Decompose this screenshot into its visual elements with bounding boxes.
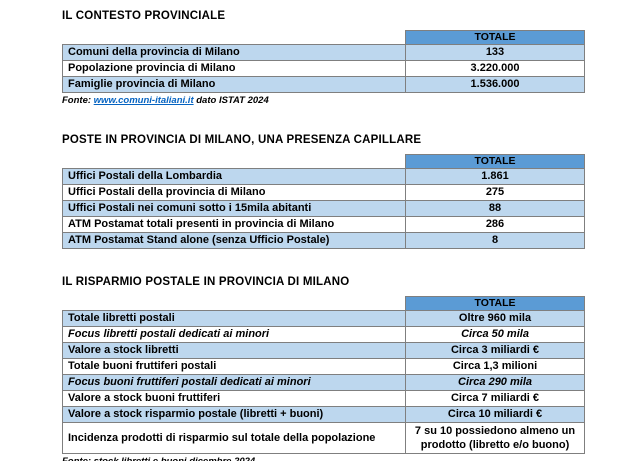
table-header-row: TOTALE (63, 154, 585, 169)
row-label-cell: Famiglie provincia di Milano (62, 76, 406, 93)
row-label-cell: Focus libretti postali dedicati ai minor… (62, 326, 406, 343)
row-label-cell: Valore a stock risparmio postale (libret… (62, 406, 406, 423)
data-table-poste: TOTALE Uffici Postali della Lombardia 1.… (62, 154, 585, 249)
table-row: Valore a stock risparmio postale (libret… (62, 406, 585, 423)
row-value-cell: 1.861 (405, 168, 585, 185)
row-value-cell: Circa 7 miliardi € (405, 390, 585, 407)
row-label-cell: Focus buoni fruttiferi postali dedicati … (62, 374, 406, 391)
table-row: Comuni della provincia di Milano 133 (62, 44, 585, 61)
table-header-row: TOTALE (63, 296, 585, 311)
header-spacer-cell (63, 297, 406, 311)
row-value-cell: 1.536.000 (405, 76, 585, 93)
row-value-cell: Circa 3 miliardi € (405, 342, 585, 359)
row-label-cell: Popolazione provincia di Milano (62, 60, 406, 77)
row-label-cell: Incidenza prodotti di risparmio sul tota… (62, 422, 406, 454)
row-label-cell: Valore a stock libretti (62, 342, 406, 359)
row-value-cell: 8 (405, 232, 585, 249)
table-row: Uffici Postali nei comuni sotto i 15mila… (62, 200, 585, 217)
section-contesto-provinciale: IL CONTESTO PROVINCIALE TOTALE Comuni de… (62, 10, 585, 107)
row-value-cell: Oltre 960 mila (405, 310, 585, 327)
section-title: IL CONTESTO PROVINCIALE (62, 10, 226, 22)
fonte-note: Fonte: stock libretti e buoni dicembre 2… (62, 456, 583, 461)
fonte-link[interactable]: www.comuni-italiani.it (93, 95, 194, 106)
table-row: Totale buoni fruttiferi postali Circa 1,… (62, 358, 585, 375)
table-row: Uffici Postali della provincia di Milano… (62, 184, 585, 201)
table-row: Totale libretti postali Oltre 960 mila (62, 310, 585, 327)
row-label-cell: Valore a stock buoni fruttiferi (62, 390, 406, 407)
row-value-cell: 88 (405, 200, 585, 217)
row-value-cell: Circa 1,3 milioni (405, 358, 585, 375)
row-value-cell: 133 (405, 44, 585, 61)
table-row: Valore a stock buoni fruttiferi Circa 7 … (62, 390, 585, 407)
data-table-risparmio: TOTALE Totale libretti postali Oltre 960… (62, 296, 585, 454)
row-label-cell: Totale buoni fruttiferi postali (62, 358, 406, 375)
row-label-cell: ATM Postamat Stand alone (senza Ufficio … (62, 232, 406, 249)
totale-header-cell: TOTALE (405, 154, 585, 169)
table-row: ATM Postamat Stand alone (senza Ufficio … (62, 232, 585, 249)
fonte-note: Fonte: www.comuni-italiani.it dato ISTAT… (62, 95, 583, 107)
section-poste-presenza-capillare: POSTE IN PROVINCIA DI MILANO, UNA PRESEN… (62, 134, 585, 249)
table-row: Uffici Postali della Lombardia 1.861 (62, 168, 585, 185)
table-row: Focus libretti postali dedicati ai minor… (62, 326, 585, 343)
row-label-cell: ATM Postamat totali presenti in provinci… (62, 216, 406, 233)
row-label-cell: Comuni della provincia di Milano (62, 44, 406, 61)
table-row: Popolazione provincia di Milano 3.220.00… (62, 60, 585, 77)
table-row: Valore a stock libretti Circa 3 miliardi… (62, 342, 585, 359)
row-value-cell: 286 (405, 216, 585, 233)
totale-header-cell: TOTALE (405, 296, 585, 311)
totale-header-cell: TOTALE (405, 30, 585, 45)
row-label-cell: Totale libretti postali (62, 310, 406, 327)
table-row: Incidenza prodotti di risparmio sul tota… (62, 422, 585, 454)
row-label-cell: Uffici Postali della provincia di Milano (62, 184, 406, 201)
section-title: IL RISPARMIO POSTALE IN PROVINCIA DI MIL… (62, 276, 350, 288)
header-spacer-cell (63, 155, 406, 169)
table-row: Focus buoni fruttiferi postali dedicati … (62, 374, 585, 391)
row-value-cell: Circa 290 mila (405, 374, 585, 391)
header-spacer-cell (63, 31, 406, 45)
section-risparmio-postale: IL RISPARMIO POSTALE IN PROVINCIA DI MIL… (62, 276, 585, 461)
fonte-prefix: Fonte: (62, 95, 94, 106)
row-label-cell: Uffici Postali della Lombardia (62, 168, 406, 185)
table-row: ATM Postamat totali presenti in provinci… (62, 216, 585, 233)
table-header-row: TOTALE (63, 30, 585, 45)
row-value-cell: 275 (405, 184, 585, 201)
row-value-cell: 7 su 10 possiedono almeno un prodotto (l… (405, 422, 585, 454)
fonte-text: Fonte: stock libretti e buoni dicembre 2… (62, 456, 255, 461)
row-value-cell: Circa 50 mila (405, 326, 585, 343)
row-label-cell: Uffici Postali nei comuni sotto i 15mila… (62, 200, 406, 217)
section-title: POSTE IN PROVINCIA DI MILANO, UNA PRESEN… (62, 134, 422, 146)
table-row: Famiglie provincia di Milano 1.536.000 (62, 76, 585, 93)
fonte-suffix: dato ISTAT 2024 (193, 95, 269, 106)
row-value-cell: Circa 10 miliardi € (405, 406, 585, 423)
row-value-cell: 3.220.000 (405, 60, 585, 77)
data-table-contesto: TOTALE Comuni della provincia di Milano … (62, 30, 585, 93)
